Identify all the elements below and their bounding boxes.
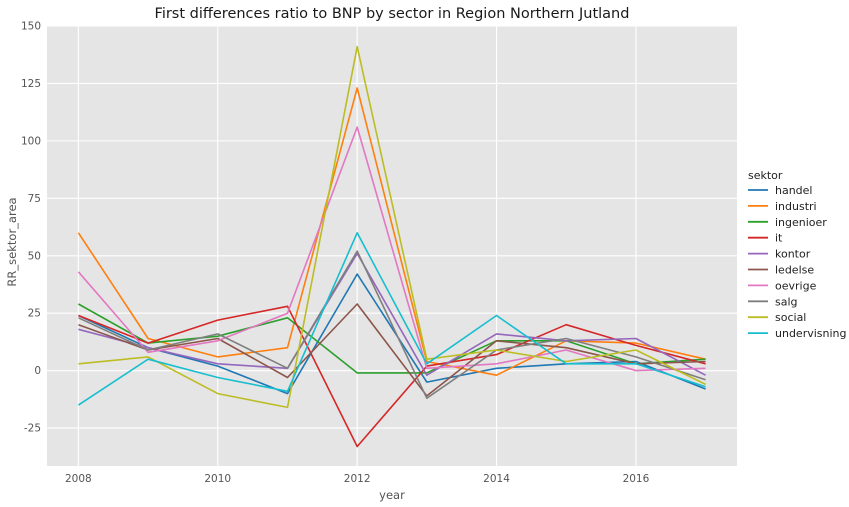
y-tick-label: 25 bbox=[28, 308, 41, 320]
legend-label: kontor bbox=[775, 248, 811, 261]
legend-label: salg bbox=[775, 295, 798, 308]
legend-item-social: social bbox=[748, 311, 806, 324]
series-line-it bbox=[78, 305, 706, 448]
legend-label: ingenioer bbox=[775, 216, 827, 229]
legend-item-kontor: kontor bbox=[748, 248, 811, 261]
y-tick-label: 0 bbox=[34, 365, 41, 377]
chart-title: First differences ratio to BNP by sector… bbox=[155, 6, 630, 22]
legend-item-industri: industri bbox=[748, 200, 817, 213]
y-tick-label: 150 bbox=[21, 21, 41, 33]
y-tick-label: 125 bbox=[21, 78, 41, 90]
y-axis-label: RR_sektor_area bbox=[5, 197, 19, 286]
series-line-undervisning bbox=[77, 232, 706, 406]
legend-item-salg: salg bbox=[748, 295, 798, 308]
x-tick-label: 2010 bbox=[204, 473, 231, 485]
legend-item-undervisning: undervisning bbox=[748, 327, 847, 340]
y-tick-label: 50 bbox=[28, 250, 41, 262]
series-line-ingenioer bbox=[78, 303, 706, 374]
y-tick-label: -25 bbox=[24, 423, 41, 435]
legend-label: industri bbox=[775, 200, 817, 213]
legend-item-ledelse: ledelse bbox=[748, 264, 814, 277]
series-line-social bbox=[78, 45, 706, 409]
y-tick-label: 100 bbox=[21, 135, 41, 147]
grid bbox=[47, 25, 737, 466]
series-line-handel bbox=[78, 273, 706, 395]
legend-label: it bbox=[775, 232, 783, 245]
legend-label: social bbox=[775, 311, 806, 324]
legend-label: handel bbox=[775, 184, 813, 197]
series-line-kontor bbox=[78, 252, 706, 377]
legend: sektor handel industri ingenioer it kontor le… bbox=[748, 169, 847, 340]
legend-item-it: it bbox=[748, 232, 783, 245]
series-line-oevrige bbox=[77, 126, 706, 372]
tick-labels: 2008 2010 2012 2014 2016 -25 0 25 50 75 100 125 150 bbox=[21, 21, 650, 486]
legend-item-handel: handel bbox=[748, 184, 813, 197]
y-tick-label: 75 bbox=[28, 193, 41, 205]
legend-title: sektor bbox=[748, 169, 783, 182]
x-tick-label: 2008 bbox=[65, 473, 92, 485]
legend-label: oevrige bbox=[775, 279, 817, 292]
x-tick-label: 2012 bbox=[344, 473, 371, 485]
legend-item-oevrige: oevrige bbox=[748, 279, 817, 292]
series-line-salg bbox=[78, 250, 706, 400]
legend-item-ingenioer: ingenioer bbox=[748, 216, 827, 229]
x-tick-label: 2016 bbox=[623, 473, 650, 485]
legend-label: undervisning bbox=[775, 327, 847, 340]
x-tick-label: 2014 bbox=[483, 473, 510, 485]
series-line-industri bbox=[77, 87, 706, 377]
x-axis-label: year bbox=[379, 488, 405, 502]
series-lines bbox=[77, 45, 706, 448]
legend-label: ledelse bbox=[775, 264, 814, 277]
